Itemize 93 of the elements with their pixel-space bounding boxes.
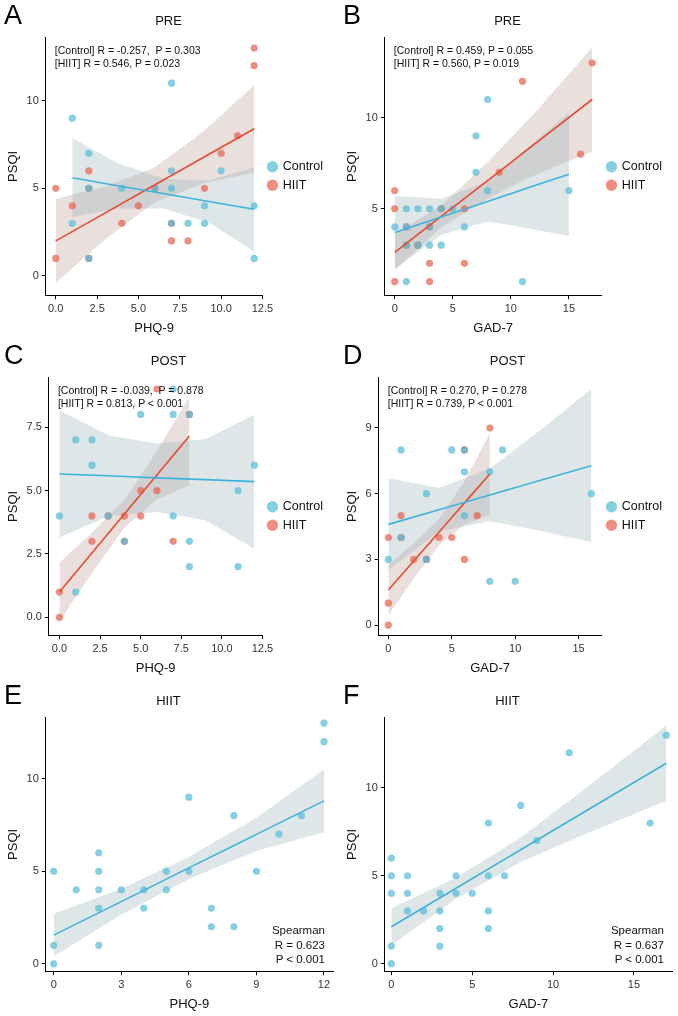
x-tick-label: 15 — [562, 301, 576, 314]
chart-title: POST — [150, 353, 187, 369]
annotation: [HIIT] R = 0.546, P = 0.023 — [54, 56, 181, 69]
annotation: Spearman — [610, 924, 664, 937]
annotation: [HIIT] R = 0.739, P < 0.001 — [387, 396, 514, 409]
y-tick-label: 0 — [371, 956, 378, 969]
legend-label: HIIT — [282, 517, 307, 532]
x-tick-label: 15 — [572, 641, 585, 654]
x-tick-label: 5.0 — [130, 301, 147, 314]
y-axis-title: PSQI — [5, 150, 21, 182]
y-tick-label: 5 — [371, 868, 378, 881]
x-tick-label: 10 — [509, 641, 522, 654]
chart-title: HIIT — [495, 693, 520, 709]
x-tick-label: 0 — [50, 977, 57, 990]
legend-label: Control — [621, 159, 662, 174]
y-tick-label: 10 — [26, 771, 39, 784]
y-tick-label: 0 — [365, 618, 372, 631]
x-tick-label: 2.5 — [89, 301, 105, 314]
x-tick-label: 12.5 — [251, 301, 274, 314]
y-axis-title: PSQI — [344, 490, 360, 522]
text: F — [343, 680, 360, 710]
y-tick-label: 2.5 — [26, 547, 42, 560]
chart-title: PRE — [155, 13, 183, 29]
y-tick-label: 0 — [32, 268, 39, 281]
y-tick-label: 9 — [365, 421, 372, 434]
x-tick-label: 0 — [388, 977, 395, 990]
annotation: R = 0.623 — [274, 938, 325, 951]
x-tick-label: 0.0 — [48, 301, 64, 314]
text: C — [4, 340, 24, 370]
x-axis-title: PHQ-9 — [134, 319, 175, 335]
legend-label: HIIT — [621, 517, 646, 532]
text: A — [4, 0, 23, 30]
x-tick-label: 5.0 — [133, 641, 149, 654]
x-tick-label: 3 — [118, 977, 125, 990]
x-tick-label: 15 — [627, 977, 641, 990]
x-tick-label: 5 — [469, 977, 476, 990]
y-axis-title: PSQI — [5, 828, 21, 860]
annotation: Spearman — [271, 924, 325, 937]
text: E — [4, 680, 23, 710]
y-tick-label: 10 — [365, 110, 378, 123]
y-tick-label: 6 — [365, 486, 372, 499]
x-tick-label: 10 — [504, 301, 517, 314]
annotation: [HIIT] R = 0.560, P = 0.019 — [393, 56, 520, 69]
y-tick-label: 7.5 — [26, 420, 42, 433]
x-tick-label: 5 — [448, 641, 455, 654]
x-tick-label: 5 — [449, 301, 456, 314]
legend-label: Control — [282, 159, 323, 174]
y-tick-label: 5 — [32, 181, 39, 194]
y-tick-label: 0 — [32, 956, 39, 969]
y-tick-label: 10 — [365, 780, 378, 793]
annotation: P < 0.001 — [614, 953, 664, 966]
x-tick-label: 6 — [185, 977, 192, 990]
annotation: [Control] R = -0.257, P = 0.303 — [54, 43, 201, 56]
legend-label: HIIT — [621, 177, 646, 192]
x-tick-label: 10.0 — [211, 641, 233, 654]
x-tick-label: 7.5 — [172, 301, 188, 314]
x-tick-label: 9 — [253, 977, 260, 990]
x-tick-label: 0 — [385, 641, 392, 654]
annotation: [Control] R = 0.459, P = 0.055 — [393, 43, 534, 56]
x-tick-label: 2.5 — [92, 641, 108, 654]
chart-title: HIIT — [156, 693, 181, 709]
y-tick-label: 5 — [371, 201, 378, 214]
y-tick-label: 10 — [26, 93, 39, 106]
chart-title: PRE — [494, 13, 522, 29]
x-axis-title: GAD-7 — [473, 319, 514, 335]
legend-label: Control — [621, 499, 662, 514]
y-tick-label: 5 — [32, 864, 39, 877]
x-axis-title: GAD-7 — [508, 995, 549, 1011]
y-axis-title: PSQI — [344, 150, 360, 182]
text: B — [343, 0, 362, 30]
y-axis-title: PSQI — [344, 828, 360, 860]
legend-label: Control — [282, 499, 323, 514]
y-tick-label: 0.0 — [26, 610, 42, 623]
text: D — [343, 340, 363, 370]
x-axis-title: GAD-7 — [470, 659, 510, 675]
x-tick-label: 0.0 — [51, 641, 68, 654]
x-tick-label: 10.0 — [210, 301, 232, 314]
annotation: R = 0.637 — [613, 938, 664, 951]
x-tick-label: 12 — [317, 977, 331, 990]
legend-label: HIIT — [282, 177, 307, 192]
chart-title: POST — [489, 353, 526, 369]
y-tick-label: 3 — [365, 552, 372, 565]
x-axis-title: PHQ-9 — [169, 995, 210, 1011]
annotation: [HIIT] R = 0.813, P < 0.001 — [57, 396, 184, 409]
x-axis-title: PHQ-9 — [135, 659, 176, 675]
annotation: P < 0.001 — [275, 953, 325, 966]
x-tick-label: 0 — [391, 301, 398, 314]
x-tick-label: 7.5 — [173, 641, 189, 654]
annotation: [Control] R = 0.270, P = 0.278 — [387, 383, 528, 396]
y-axis-title: PSQI — [5, 490, 21, 522]
x-tick-label: 12.5 — [251, 641, 274, 654]
y-tick-label: 5.0 — [26, 483, 42, 496]
x-tick-label: 10 — [546, 977, 560, 990]
